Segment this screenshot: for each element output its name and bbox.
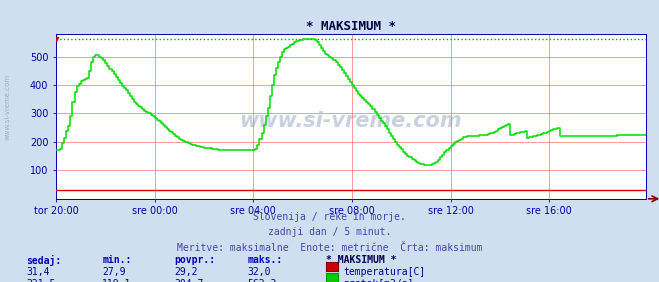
Text: 29,2: 29,2: [175, 267, 198, 277]
Text: Slovenija / reke in morje.: Slovenija / reke in morje.: [253, 212, 406, 221]
Text: 32,0: 32,0: [247, 267, 271, 277]
Text: min.:: min.:: [102, 255, 132, 265]
Text: Meritve: maksimalne  Enote: metrične  Črta: maksimum: Meritve: maksimalne Enote: metrične Črta…: [177, 243, 482, 252]
Text: 119,1: 119,1: [102, 279, 132, 282]
Text: 221,5: 221,5: [26, 279, 56, 282]
Text: zadnji dan / 5 minut.: zadnji dan / 5 minut.: [268, 227, 391, 237]
Text: 31,4: 31,4: [26, 267, 50, 277]
Text: 562,3: 562,3: [247, 279, 277, 282]
Text: 304,7: 304,7: [175, 279, 204, 282]
Text: 27,9: 27,9: [102, 267, 126, 277]
Text: sedaj:: sedaj:: [26, 255, 61, 266]
Text: www.si-vreme.com: www.si-vreme.com: [240, 111, 462, 131]
Text: * MAKSIMUM *: * MAKSIMUM *: [326, 255, 397, 265]
Text: www.si-vreme.com: www.si-vreme.com: [5, 74, 11, 140]
Text: maks.:: maks.:: [247, 255, 282, 265]
Text: povpr.:: povpr.:: [175, 255, 215, 265]
Title: * MAKSIMUM *: * MAKSIMUM *: [306, 20, 396, 33]
Text: temperatura[C]: temperatura[C]: [343, 267, 426, 277]
Text: pretok[m3/s]: pretok[m3/s]: [343, 279, 414, 282]
